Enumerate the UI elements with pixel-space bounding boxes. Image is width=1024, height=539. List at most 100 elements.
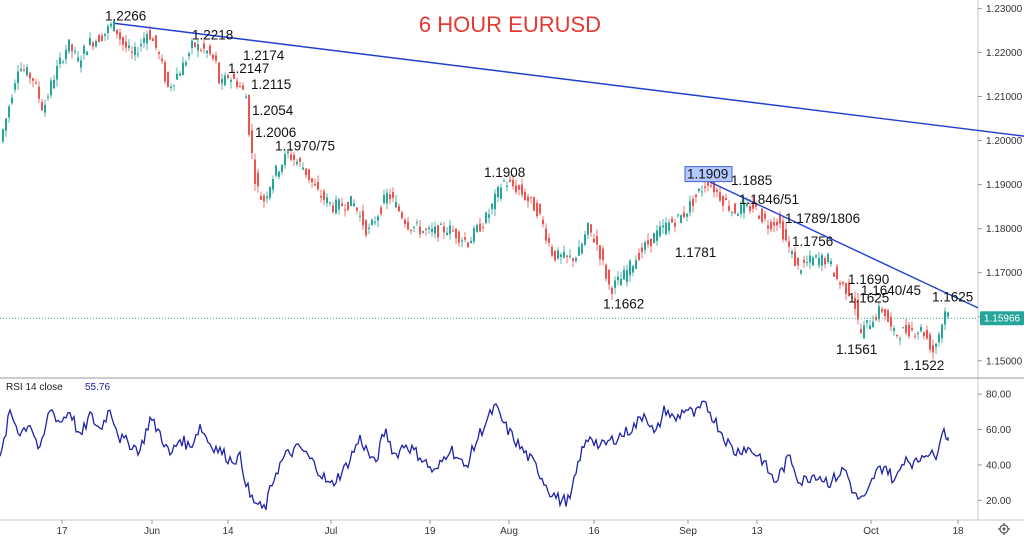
candle[interactable] — [29, 71, 31, 84]
candle[interactable] — [824, 256, 826, 269]
candle[interactable] — [866, 320, 868, 329]
candle[interactable] — [92, 40, 94, 51]
candle[interactable] — [536, 199, 538, 219]
candle[interactable] — [89, 32, 91, 46]
candle[interactable] — [767, 220, 769, 236]
candle[interactable] — [884, 308, 886, 321]
candle[interactable] — [119, 28, 121, 46]
candle[interactable] — [518, 184, 520, 196]
candle[interactable] — [905, 318, 907, 336]
candle[interactable] — [860, 323, 862, 335]
candle[interactable] — [410, 229, 412, 235]
candle[interactable] — [539, 203, 541, 216]
candle[interactable] — [497, 185, 499, 203]
candle[interactable] — [530, 196, 532, 204]
candle[interactable] — [848, 278, 850, 298]
candle[interactable] — [695, 194, 697, 203]
candle[interactable] — [314, 178, 316, 187]
candle[interactable] — [821, 252, 823, 272]
candle[interactable] — [803, 255, 805, 269]
candle[interactable] — [380, 205, 382, 217]
candle[interactable] — [512, 174, 514, 190]
candle[interactable] — [182, 56, 184, 76]
candle[interactable] — [134, 42, 136, 61]
candle[interactable] — [503, 178, 505, 182]
candle[interactable] — [896, 334, 898, 339]
candle[interactable] — [770, 218, 772, 233]
candle[interactable] — [152, 36, 154, 42]
candle[interactable] — [557, 247, 559, 260]
candle[interactable] — [110, 21, 112, 29]
candle[interactable] — [326, 193, 328, 208]
candle[interactable] — [680, 214, 682, 224]
trendline[interactable] — [709, 181, 979, 309]
candle[interactable] — [542, 215, 544, 228]
candle[interactable] — [296, 158, 298, 166]
candle[interactable] — [851, 295, 853, 300]
candle[interactable] — [641, 242, 643, 259]
candle[interactable] — [194, 42, 196, 49]
candle[interactable] — [521, 178, 523, 198]
candle[interactable] — [224, 72, 226, 86]
candle[interactable] — [107, 23, 109, 40]
candle[interactable] — [818, 251, 820, 269]
candle[interactable] — [461, 237, 463, 248]
candle[interactable] — [827, 252, 829, 264]
candle[interactable] — [398, 203, 400, 213]
candle[interactable] — [932, 339, 934, 360]
candle[interactable] — [839, 280, 841, 289]
candle[interactable] — [437, 224, 439, 242]
candle[interactable] — [71, 43, 73, 59]
candle[interactable] — [572, 257, 574, 268]
candle[interactable] — [242, 81, 244, 91]
candle[interactable] — [785, 222, 787, 243]
candle[interactable] — [857, 293, 859, 325]
candle[interactable] — [116, 29, 118, 39]
candle[interactable] — [743, 198, 745, 219]
candle[interactable] — [362, 204, 364, 231]
candle[interactable] — [35, 79, 37, 85]
candle[interactable] — [101, 32, 103, 42]
candle[interactable] — [236, 77, 238, 90]
candle[interactable] — [506, 181, 508, 192]
candle[interactable] — [566, 255, 568, 264]
candle[interactable] — [941, 323, 943, 344]
candle[interactable] — [257, 168, 259, 193]
candle[interactable] — [338, 197, 340, 215]
candle[interactable] — [278, 170, 280, 180]
candle[interactable] — [605, 263, 607, 282]
candle[interactable] — [704, 181, 706, 193]
candle[interactable] — [392, 187, 394, 203]
candle[interactable] — [50, 77, 52, 99]
candle[interactable] — [164, 59, 166, 85]
candle[interactable] — [188, 51, 190, 61]
candle[interactable] — [113, 19, 115, 32]
candle[interactable] — [878, 301, 880, 323]
candle[interactable] — [614, 276, 616, 295]
candle[interactable] — [662, 218, 664, 234]
candle[interactable] — [185, 59, 187, 67]
candle[interactable] — [329, 201, 331, 207]
candle[interactable] — [308, 169, 310, 184]
candle[interactable] — [215, 51, 217, 65]
candle[interactable] — [80, 55, 82, 73]
candle[interactable] — [659, 220, 661, 238]
candle[interactable] — [86, 50, 88, 56]
candle[interactable] — [794, 246, 796, 267]
candle[interactable] — [734, 202, 736, 215]
candle[interactable] — [947, 311, 949, 320]
candle[interactable] — [125, 35, 127, 53]
candle[interactable] — [623, 265, 625, 281]
candle[interactable] — [836, 263, 838, 281]
candle[interactable] — [533, 196, 535, 211]
candle[interactable] — [368, 223, 370, 235]
candle[interactable] — [209, 43, 211, 57]
candle[interactable] — [260, 191, 262, 201]
candle[interactable] — [581, 242, 583, 255]
candle[interactable] — [524, 188, 526, 202]
candle[interactable] — [917, 331, 919, 340]
gear-icon[interactable] — [998, 523, 1010, 535]
candle[interactable] — [95, 39, 97, 49]
candle[interactable] — [218, 61, 220, 85]
candle[interactable] — [548, 233, 550, 247]
